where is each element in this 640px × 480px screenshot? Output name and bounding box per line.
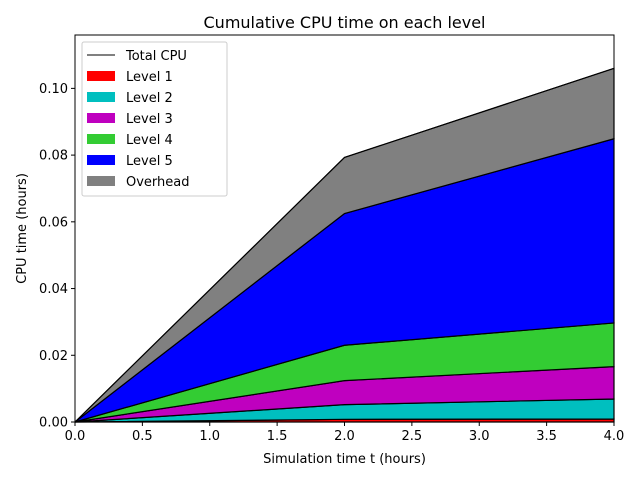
- y-tick-label: 0.06: [39, 215, 68, 230]
- x-tick-label: 1.0: [199, 429, 220, 444]
- y-axis-label: CPU time (hours): [15, 173, 30, 284]
- legend-swatch-overhead: [87, 176, 115, 186]
- x-tick-label: 2.5: [402, 429, 423, 444]
- legend-label-total-cpu: Total CPU: [125, 49, 187, 64]
- x-tick-label: 2.0: [334, 429, 355, 444]
- y-tick-label: 0.00: [39, 416, 68, 431]
- legend-label-level-5: Level 5: [126, 154, 173, 169]
- x-tick-label: 0.0: [65, 429, 86, 444]
- x-tick-label: 1.5: [267, 429, 288, 444]
- y-tick-label: 0.10: [39, 82, 68, 97]
- x-tick-label: 4.0: [604, 429, 625, 444]
- legend-label-level-2: Level 2: [126, 91, 173, 106]
- x-tick-label: 3.5: [536, 429, 557, 444]
- y-tick-label: 0.04: [39, 282, 68, 297]
- legend-swatch-level-1: [87, 71, 115, 81]
- legend-label-overhead: Overhead: [126, 175, 190, 190]
- legend-label-level-1: Level 1: [126, 70, 173, 85]
- legend: Total CPU Level 1 Level 2 Level 3 Level 4 Lev…: [81, 41, 228, 197]
- legend-box: [81, 41, 228, 197]
- x-axis-label: Simulation time t (hours): [263, 452, 426, 467]
- legend-swatch-level-4: [87, 134, 115, 144]
- x-tick-label: 3.0: [469, 429, 490, 444]
- legend-swatch-level-5: [87, 155, 115, 165]
- legend-label-level-3: Level 3: [126, 112, 173, 127]
- legend-swatch-level-2: [87, 92, 115, 102]
- chart-title: Cumulative CPU time on each level: [204, 13, 486, 32]
- x-axis-ticks: 0.0 0.5 1.0 1.5 2.0 2.5 3.0 3.5 4.0: [65, 422, 625, 444]
- x-tick-label: 0.5: [132, 429, 153, 444]
- y-tick-label: 0.02: [39, 349, 68, 364]
- legend-label-level-4: Level 4: [126, 133, 173, 148]
- legend-swatch-level-3: [87, 113, 115, 123]
- total-line-group: [74, 67, 615, 423]
- total-cpu-line: [74, 67, 615, 423]
- y-tick-label: 0.08: [39, 149, 68, 164]
- y-axis-ticks: 0.00 0.02 0.04 0.06 0.08 0.10: [39, 82, 75, 431]
